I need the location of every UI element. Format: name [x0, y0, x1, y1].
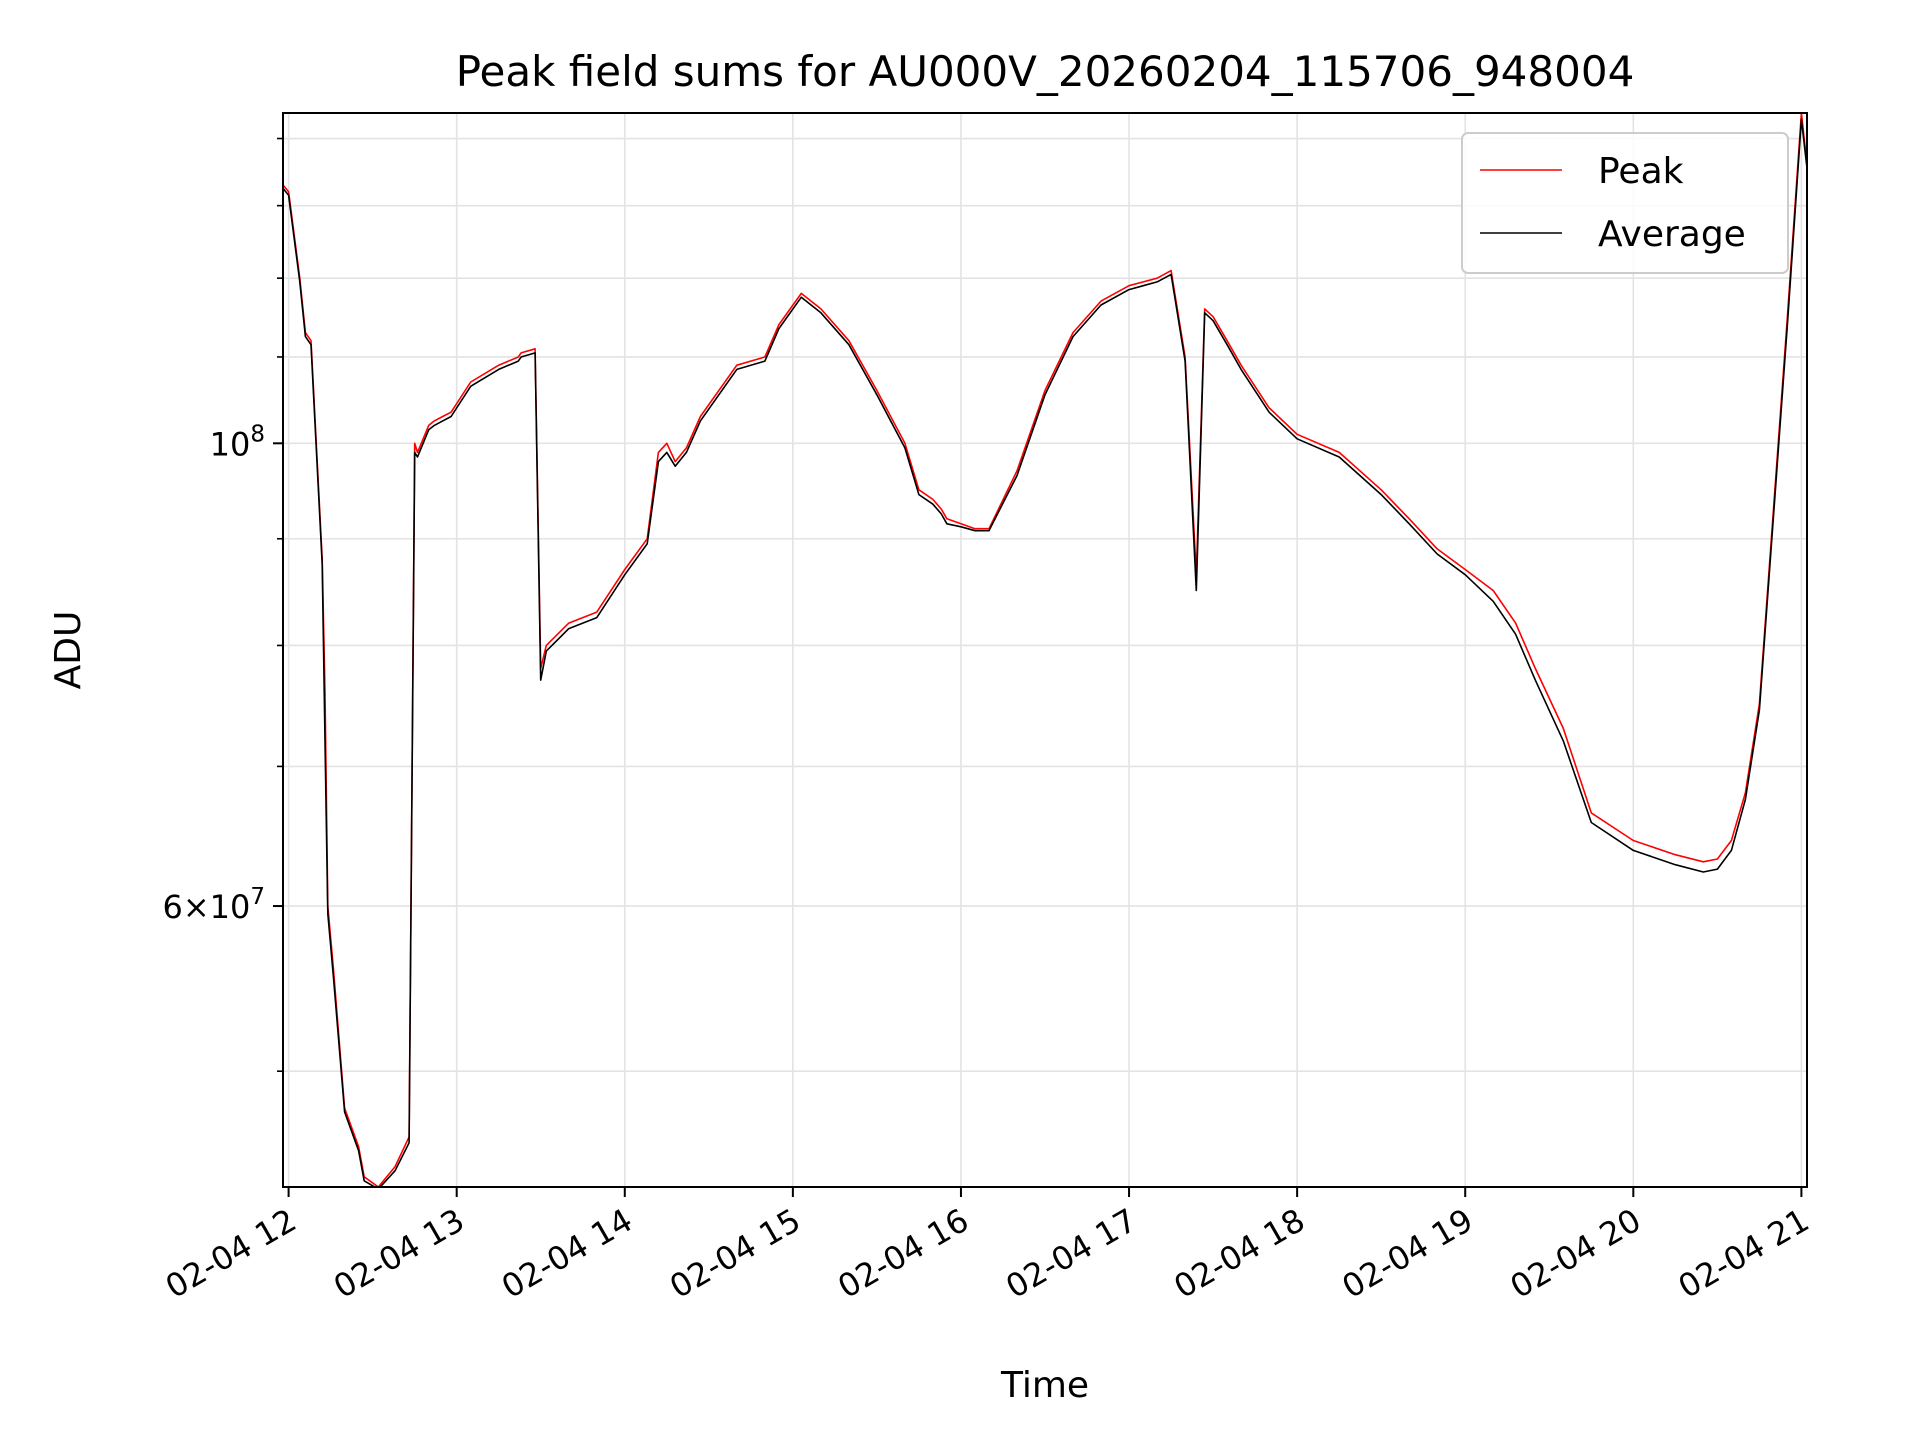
y-tick-label: 6×107: [162, 884, 265, 926]
legend-label-peak: Peak: [1598, 151, 1684, 192]
y-axis-label: ADU: [48, 611, 89, 690]
x-axis-label: Time: [1000, 1365, 1089, 1406]
plot-frame: [282, 112, 1808, 1188]
y-tick-label: 108: [210, 421, 265, 463]
plot-background: [283, 113, 1807, 1187]
series-layer: [283, 113, 1807, 1187]
legend-label-average: Average: [1598, 214, 1746, 255]
series-line-average: [283, 118, 1807, 1187]
legend: Peak Average: [1461, 132, 1789, 274]
chart-title: Peak field sums for AU000V_20260204_1157…: [456, 47, 1635, 96]
legend-box: [1461, 132, 1789, 274]
